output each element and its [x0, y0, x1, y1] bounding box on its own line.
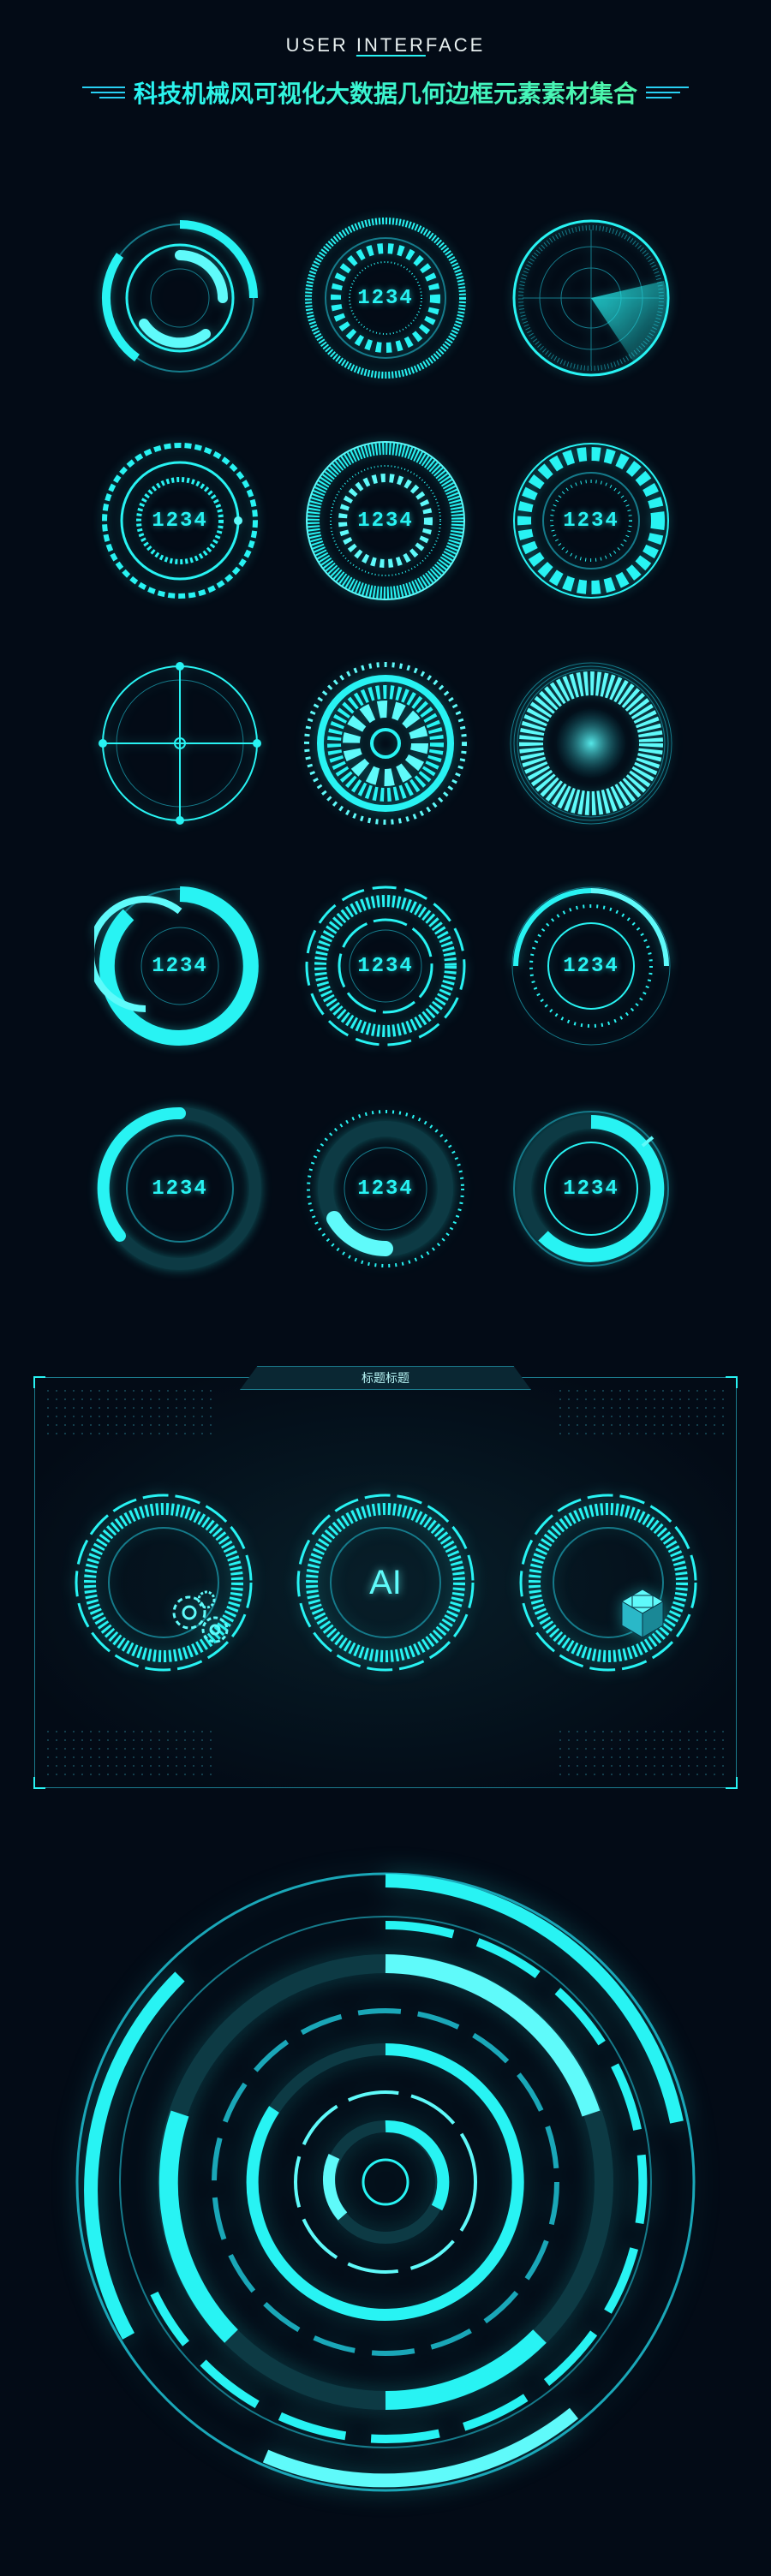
large-dial-svg: [60, 1857, 711, 2507]
dot-grid-icon: [556, 1386, 727, 1438]
dial-dense-1234: 1234: [300, 435, 471, 606]
dial-label: 1234: [357, 287, 414, 310]
corner-icon: [33, 1777, 45, 1789]
panel-row: AI: [35, 1488, 736, 1677]
dial-svg: [94, 658, 266, 829]
dial-seg-1234-c: 1234: [505, 880, 677, 1052]
ai-text: AI: [369, 1564, 402, 1602]
dial-dash-1234-a: 1234: [94, 435, 266, 606]
large-dial-section: [0, 1822, 771, 2576]
dot-grid-icon: [556, 1727, 727, 1779]
dial-ticks-1234: 1234: [300, 212, 471, 384]
header: USER INTERFACE 科技机械风可视化大数据几何边框元素素材集合: [0, 34, 771, 110]
dial-svg: [300, 658, 471, 829]
dot-grid-icon: [44, 1727, 215, 1779]
dial-dash-1234-b: 1234: [505, 435, 677, 606]
dial-svg: [505, 658, 677, 829]
corner-icon: [726, 1777, 738, 1789]
dial-svg: [94, 212, 266, 384]
dial-label: 1234: [563, 955, 619, 978]
subtitle-row: 科技机械风可视化大数据几何边框元素素材集合: [0, 75, 771, 110]
dial-label: 1234: [357, 510, 414, 533]
dial-prog-1234-c: 1234: [505, 1103, 677, 1274]
dial-radial-burst: [505, 658, 677, 829]
dial-svg: [505, 212, 677, 384]
panel-dial-cube: [514, 1488, 702, 1677]
subtitle: 科技机械风可视化大数据几何边框元素素材集合: [134, 75, 637, 110]
framed-panel: 标题标题: [34, 1377, 737, 1788]
dial-label: 1234: [563, 510, 619, 533]
dial-label: 1234: [152, 510, 208, 533]
dial-label: 1234: [357, 1178, 414, 1201]
dial-prog-1234-b: 1234: [300, 1103, 471, 1274]
corner-icon: [726, 1376, 738, 1388]
dial-crosshair: [94, 658, 266, 829]
dial-label: 1234: [152, 955, 208, 978]
dial-label: 1234: [563, 1178, 619, 1201]
dial-grid: 1234: [0, 135, 771, 1326]
large-dial: [60, 1857, 711, 2507]
dial-seg-1234-a: 1234: [94, 880, 266, 1052]
dial-gear: [300, 658, 471, 829]
panel-dial-gears: [69, 1488, 258, 1677]
dial-label: 1234: [357, 955, 414, 978]
dial-prog-1234-a: 1234: [94, 1103, 266, 1274]
dial-seg-1234-b: 1234: [300, 880, 471, 1052]
wing-left-icon: [82, 84, 125, 101]
wing-right-icon: [646, 84, 689, 101]
dial-radar: [505, 212, 677, 384]
panel-section: 标题标题: [0, 1326, 771, 1822]
panel-title-tab: 标题标题: [240, 1366, 531, 1390]
panel-dial-ai: AI: [291, 1488, 480, 1677]
dial-arc-rings: [94, 212, 266, 384]
page-title: USER INTERFACE: [0, 34, 771, 57]
title-under: INTER: [356, 34, 426, 56]
dial-label: 1234: [152, 1178, 208, 1201]
title-right: FACE: [426, 34, 485, 56]
title-left: USER: [286, 34, 356, 56]
ai-label: AI: [369, 1564, 402, 1602]
dot-grid-icon: [44, 1386, 215, 1438]
panel-title: 标题标题: [362, 1369, 409, 1386]
